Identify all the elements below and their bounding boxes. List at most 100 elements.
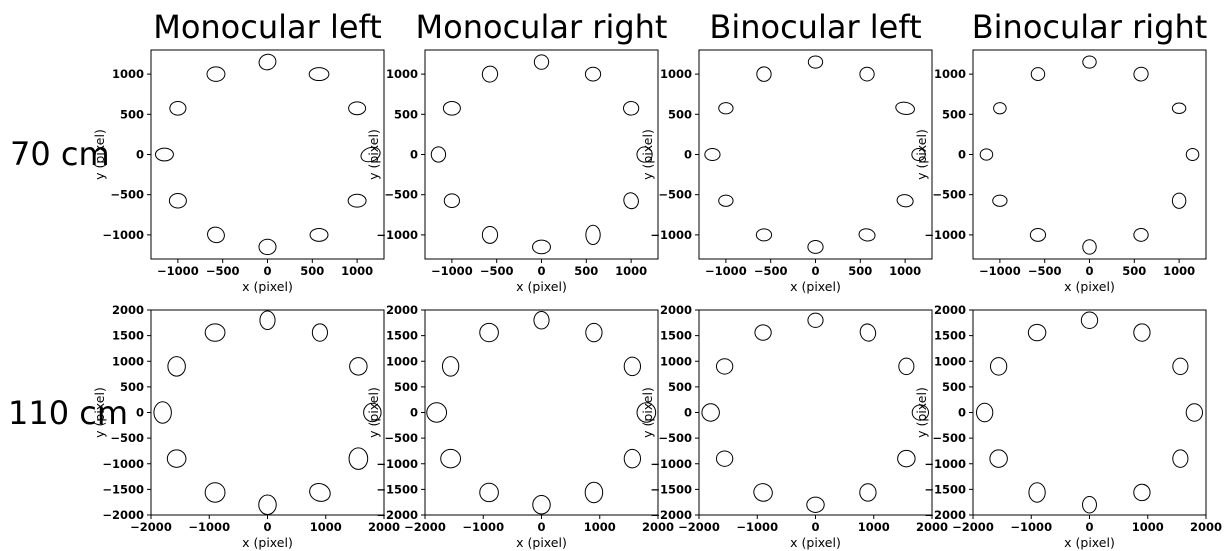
gaze-ellipse [258, 53, 277, 71]
gaze-ellipse [896, 194, 914, 208]
y-tick-label: −1500 [650, 482, 692, 496]
scatter-panel: −1000 −500 0 500 1000 −1000 −500 0 500 1000 x (pix… [640, 49, 933, 294]
gaze-ellipse [859, 483, 877, 502]
y-tick-label: 2000 [934, 303, 966, 317]
x-tick-label: −2000 [952, 520, 994, 534]
gaze-ellipse [807, 240, 824, 254]
y-tick-label: −500 [110, 431, 144, 445]
gaze-ellipse [898, 357, 915, 376]
y-tick-label: 0 [410, 148, 418, 162]
gaze-ellipse [441, 356, 460, 377]
gaze-ellipse [895, 101, 915, 115]
y-tick-label: 500 [120, 107, 144, 121]
y-tick-label: −2000 [102, 508, 144, 522]
y-tick-label: 0 [136, 406, 144, 420]
gaze-ellipse [153, 401, 172, 424]
gaze-ellipse [585, 322, 603, 343]
y-tick-label: 1000 [934, 354, 966, 368]
gaze-ellipse [718, 102, 734, 115]
gaze-ellipse [859, 323, 877, 342]
x-tick-label: 1000 [1132, 520, 1164, 534]
y-axis-label: y (pixel) [92, 387, 107, 438]
x-axis-label: x (pixel) [516, 279, 567, 294]
x-tick-label: −1000 [979, 264, 1021, 278]
gaze-ellipse [347, 193, 367, 208]
gaze-ellipse [1082, 239, 1097, 255]
y-tick-label: −2000 [376, 508, 418, 522]
row-label: 110 cm [8, 394, 128, 432]
gaze-ellipse [1133, 66, 1149, 82]
scatter-panel: −2000 −1000 0 1000 2000−2000−1500−1000−50005… [914, 303, 1222, 550]
row-labels: 70 cm 110 cm [8, 135, 128, 432]
x-tick-label: 1000 [858, 520, 890, 534]
y-tick-label: 500 [668, 380, 692, 394]
gaze-ellipse [308, 67, 330, 82]
y-tick-label: 0 [958, 148, 966, 162]
gaze-ellipse [349, 357, 368, 376]
x-tick-label: 0 [537, 520, 545, 534]
y-tick-label: 0 [958, 406, 966, 420]
x-tick-label: 1000 [1163, 264, 1195, 278]
gaze-ellipse [1185, 147, 1200, 162]
gaze-ellipse [718, 194, 734, 207]
y-tick-label: 1000 [934, 67, 966, 81]
scatter-panel: −2000 −1000 0 1000 2000−2000−1500−1000−50005… [640, 303, 948, 550]
plot-frame [972, 309, 1207, 516]
column-title: Binocular left [709, 8, 921, 46]
gaze-ellipse [166, 449, 187, 468]
x-tick-label: −500 [1028, 264, 1062, 278]
gaze-ellipse [701, 403, 720, 422]
y-axis-label: y (pixel) [640, 129, 655, 180]
y-tick-label: −1000 [376, 457, 418, 471]
y-tick-label: −2000 [924, 508, 966, 522]
plot-frame [424, 49, 659, 260]
gaze-ellipse [167, 356, 186, 377]
scatter-panel: −1000 −500 0 500 1000 −1000 −500 0 500 1000 x (pix… [366, 49, 659, 294]
gaze-ellipse [636, 146, 653, 163]
y-tick-label: 500 [394, 380, 418, 394]
y-axis-label: y (pixel) [366, 387, 381, 438]
plot-frame [698, 309, 933, 516]
gaze-ellipse [989, 449, 1008, 468]
gaze-ellipse [204, 482, 226, 503]
gaze-ellipse [911, 147, 926, 162]
x-tick-label: −2000 [678, 520, 720, 534]
x-tick-label: 0 [811, 520, 819, 534]
gaze-ellipse [1027, 323, 1047, 342]
y-tick-label: 0 [684, 406, 692, 420]
gaze-ellipse [584, 481, 604, 504]
x-tick-label: −1000 [736, 520, 778, 534]
y-tick-label: −1000 [924, 457, 966, 471]
x-tick-label: 0 [537, 264, 545, 278]
x-tick-label: −1000 [705, 264, 747, 278]
gaze-ellipse [715, 450, 734, 467]
y-axis-label: y (pixel) [914, 387, 929, 438]
gaze-ellipse [204, 323, 226, 342]
gaze-ellipse [311, 323, 328, 342]
gaze-ellipse [1029, 227, 1047, 242]
x-tick-label: 2000 [368, 520, 400, 534]
gaze-ellipse [363, 402, 382, 423]
x-tick-label: −2000 [404, 520, 446, 534]
gaze-ellipse [440, 448, 462, 469]
y-tick-label: 500 [394, 107, 418, 121]
y-tick-label: −1000 [102, 228, 144, 242]
gaze-ellipse [533, 311, 550, 330]
y-tick-label: −500 [932, 188, 966, 202]
gaze-ellipse [584, 66, 602, 82]
y-tick-label: −1000 [376, 228, 418, 242]
x-tick-label: 1000 [341, 264, 373, 278]
x-tick-label: 0 [263, 520, 271, 534]
x-tick-label: 500 [574, 264, 598, 278]
y-tick-label: −500 [384, 431, 418, 445]
gaze-ellipse [348, 447, 369, 470]
y-tick-label: −1500 [924, 482, 966, 496]
gaze-ellipse [623, 448, 642, 469]
gaze-ellipse [1082, 55, 1097, 69]
gaze-ellipse [479, 482, 499, 503]
y-tick-label: 1500 [112, 329, 144, 343]
x-tick-label: 500 [848, 264, 872, 278]
gaze-ellipse [715, 358, 734, 375]
x-tick-label: 2000 [1190, 520, 1222, 534]
